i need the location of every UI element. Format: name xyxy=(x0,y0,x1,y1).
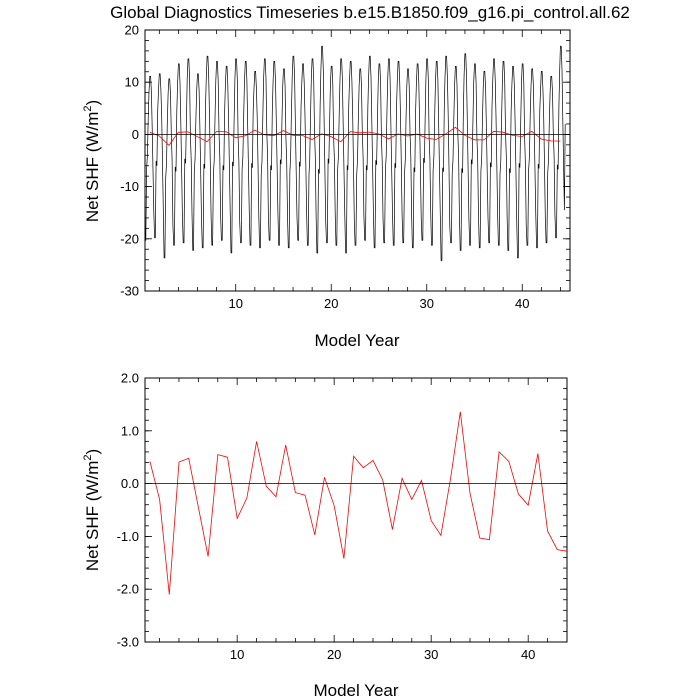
y-tick-label: -1.0 xyxy=(117,529,139,544)
x-tick-label: 20 xyxy=(324,296,338,311)
y-tick-label: 0.0 xyxy=(121,476,139,491)
top-ticks-layer: -30 -20 -10 0 10 20 10 20 30 40 xyxy=(120,23,570,311)
y-tick-label: 1.0 xyxy=(121,423,139,438)
top-series-layer xyxy=(145,45,566,261)
annual-series-line xyxy=(149,126,561,147)
top-x-axis-label: Model Year xyxy=(314,331,399,350)
x-tick-label: 30 xyxy=(424,647,438,662)
top-plot-frame xyxy=(144,29,571,292)
y-tick-label: -20 xyxy=(120,231,139,246)
bottom-x-axis-label: Model Year xyxy=(313,681,398,700)
bottom-y-axis-label: Net SHF (W/m2) xyxy=(82,449,102,571)
annual-series-line xyxy=(149,411,568,595)
monthly-series-line xyxy=(145,45,566,261)
x-tick-label: 10 xyxy=(230,647,244,662)
y-tick-label: -30 xyxy=(120,284,139,299)
y-tick-label: 10 xyxy=(125,75,139,90)
y-tick-label: -2.0 xyxy=(117,582,139,597)
bottom-panel: -3.0 -2.0 -1.0 0.0 1.0 2.0 10 20 30 40 Model Year… xyxy=(82,371,568,700)
x-tick-label: 30 xyxy=(420,296,434,311)
x-tick-label: 20 xyxy=(327,647,341,662)
top-y-axis-label: Net SHF (W/m2) xyxy=(82,100,102,222)
y-tick-label: -10 xyxy=(120,179,139,194)
bottom-series-layer xyxy=(149,411,568,595)
bottom-plot-frame xyxy=(144,377,568,643)
x-tick-label: 40 xyxy=(515,296,529,311)
y-tick-label: 2.0 xyxy=(121,371,139,386)
top-panel: -30 -20 -10 0 10 20 10 20 30 40 Model Year Net SH… xyxy=(82,23,571,350)
bottom-ticks-layer: -3.0 -2.0 -1.0 0.0 1.0 2.0 10 20 30 40 xyxy=(117,371,568,662)
chart-title: Global Diagnostics Timeseries b.e15.B185… xyxy=(110,3,630,22)
y-tick-label: 20 xyxy=(125,23,139,38)
x-tick-label: 10 xyxy=(228,296,242,311)
y-tick-label: -3.0 xyxy=(117,635,139,650)
y-tick-label: 0 xyxy=(132,127,139,142)
x-tick-label: 40 xyxy=(521,647,535,662)
